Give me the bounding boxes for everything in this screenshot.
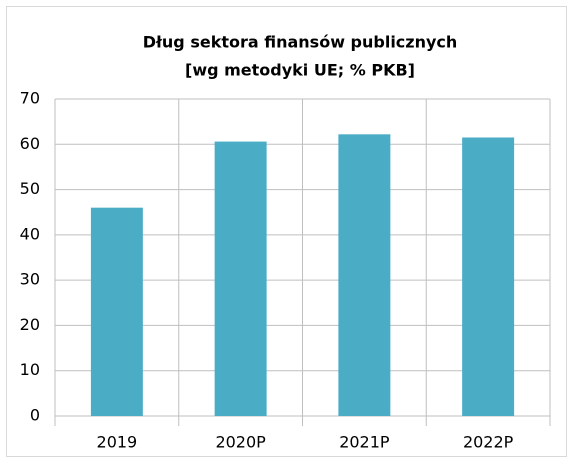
bar bbox=[338, 134, 391, 416]
chart-title: Dług sektora finansów publicznych bbox=[143, 33, 458, 52]
y-tick-label: 50 bbox=[20, 179, 40, 198]
bar bbox=[462, 137, 515, 416]
bar bbox=[214, 141, 267, 416]
x-tick-label: 2021P bbox=[339, 433, 390, 452]
chart-title: [wg metodyki UE; % PKB] bbox=[185, 61, 415, 80]
y-tick-label: 40 bbox=[20, 224, 40, 243]
y-tick-label: 60 bbox=[20, 134, 40, 153]
x-tick-label: 2022P bbox=[463, 433, 514, 452]
y-tick-label: 20 bbox=[20, 315, 40, 334]
y-tick-label: 70 bbox=[20, 89, 40, 108]
x-tick-label: 2019 bbox=[97, 433, 138, 452]
x-tick-label: 2020P bbox=[215, 433, 266, 452]
y-tick-label: 30 bbox=[20, 270, 40, 289]
y-tick-label: 10 bbox=[20, 360, 40, 379]
y-tick-label: 0 bbox=[30, 406, 40, 425]
bar bbox=[90, 207, 143, 416]
